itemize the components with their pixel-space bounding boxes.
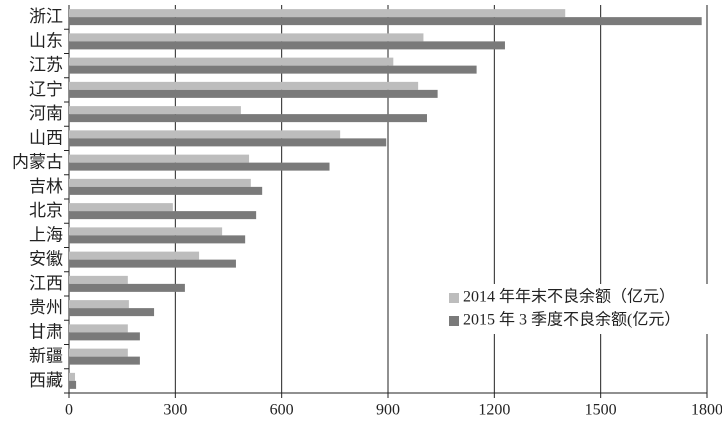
bar [69,154,250,163]
y-tick-label: 新疆 [29,347,63,366]
bar [69,300,129,309]
bar [69,9,566,18]
y-tick-label: 山东 [29,31,63,50]
bar [69,348,128,357]
y-tick-label: 内蒙古 [12,153,63,172]
y-tick-label: 上海 [29,225,63,244]
legend-swatch [449,293,459,303]
bar [69,17,702,26]
bar [69,259,236,268]
bar [69,332,140,341]
bar [69,89,438,98]
bar [69,186,263,195]
bar [69,162,330,171]
legend-box [443,284,713,334]
bar [69,33,424,42]
bar [69,57,394,66]
bar [69,106,241,115]
bar [69,81,419,90]
bar [69,324,128,333]
y-tick-label: 河南 [29,104,63,123]
bar [69,203,173,212]
bar [69,138,387,147]
x-tick-label: 0 [65,402,73,419]
bar [69,130,341,139]
x-tick-label: 1200 [478,402,510,419]
y-tick-label: 山西 [29,128,63,147]
y-tick-label: 浙江 [29,7,63,26]
bar [69,308,155,317]
bar [69,283,185,292]
x-tick-label: 600 [270,402,294,419]
bar [69,235,246,244]
legend-label: 2015 年 3 季度不良余额(亿元） [463,310,680,329]
x-tick-label: 1500 [585,402,617,419]
bar [69,227,223,236]
y-tick-label: 贵州 [29,298,63,317]
bar [69,114,427,123]
y-tick-label: 甘肃 [29,322,63,341]
bar [69,211,257,220]
bar [69,251,200,260]
bar [69,380,77,389]
legend-swatch [449,316,459,326]
y-tick-label: 北京 [29,201,63,220]
legend-label: 2014 年年末不良余额（亿元） [463,287,675,306]
y-tick-label: 西藏 [29,371,63,390]
bar [69,372,76,381]
bar [69,41,505,50]
y-tick-label: 安徽 [29,250,63,269]
y-tick-label: 江苏 [29,56,63,75]
y-tick-label: 吉林 [29,177,63,196]
x-tick-label: 1800 [691,402,722,419]
y-tick-label: 辽宁 [29,80,63,99]
x-tick-label: 300 [163,402,187,419]
y-tick-label: 江西 [29,274,63,293]
bar [69,275,128,284]
bar [69,65,477,74]
bar [69,356,140,365]
bar [69,178,251,187]
x-tick-label: 900 [376,402,400,419]
